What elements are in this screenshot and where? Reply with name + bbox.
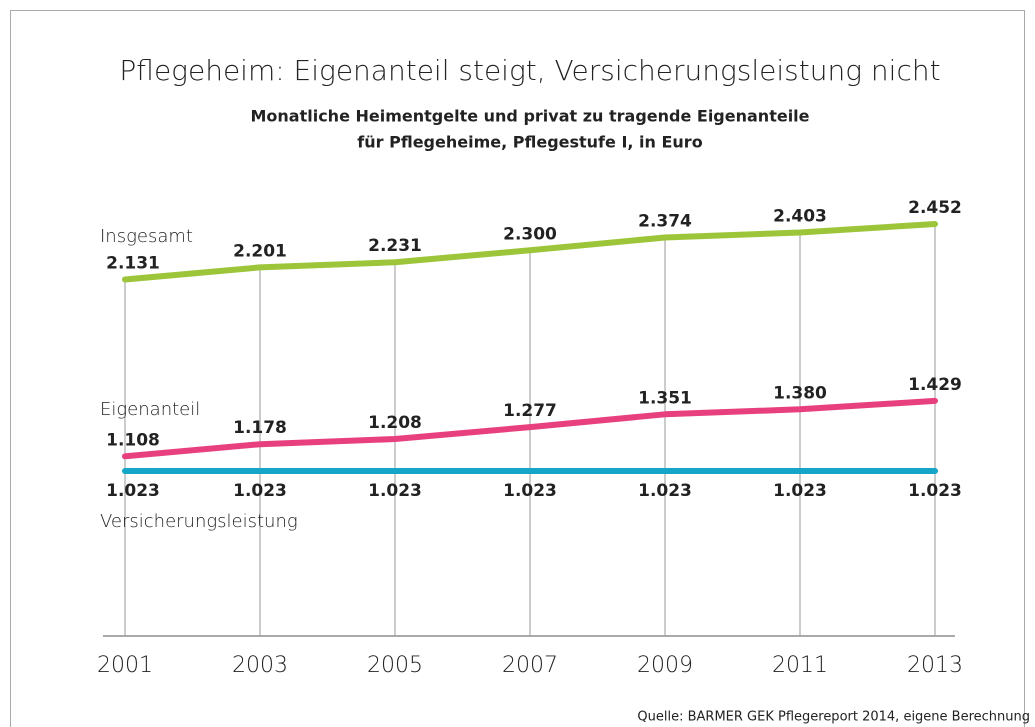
- value-label: 1.023: [503, 481, 557, 501]
- series-line: [122, 397, 938, 460]
- series-label: Versicherungsleistung: [100, 511, 298, 532]
- x-tick-label: 2005: [367, 653, 423, 678]
- value-label: 1.023: [908, 481, 962, 501]
- x-tick-label: 2011: [772, 653, 828, 678]
- value-label: 1.429: [908, 375, 962, 395]
- value-label: 1.023: [773, 481, 827, 501]
- x-tick-label: 2009: [637, 653, 693, 678]
- source: Quelle: BARMER GEK Pflegereport 2014, ei…: [637, 710, 1030, 725]
- value-label: 1.023: [233, 481, 287, 501]
- x-tick-label: 2007: [502, 653, 558, 678]
- x-tick-label: 2001: [97, 653, 153, 678]
- x-tick-label: 2013: [907, 653, 963, 678]
- value-label: 2.231: [368, 236, 422, 256]
- subtitle: für Pflegeheime, Pflegestufe I, in Euro: [357, 133, 702, 152]
- value-label: 2.201: [233, 241, 287, 261]
- frame: [10, 10, 1025, 727]
- value-label: 2.300: [503, 224, 557, 244]
- value-label: 1.380: [773, 383, 827, 403]
- value-label: 2.403: [773, 206, 827, 226]
- value-label: 1.023: [638, 481, 692, 501]
- value-label: 1.351: [638, 388, 692, 408]
- series-label: Insgesamt: [100, 226, 193, 247]
- value-label: 2.452: [908, 198, 962, 218]
- value-label: 1.208: [368, 413, 422, 433]
- series-line: [122, 221, 938, 283]
- value-label: 2.131: [106, 253, 160, 273]
- value-label: 1.023: [368, 481, 422, 501]
- value-label: 1.023: [106, 481, 160, 501]
- chart-title: Pflegeheim: Eigenanteil steigt, Versiche…: [119, 54, 940, 87]
- value-label: 1.178: [233, 418, 287, 438]
- series-label: Eigenanteil: [100, 399, 200, 420]
- value-label: 1.277: [503, 401, 557, 421]
- x-tick-label: 2003: [232, 653, 288, 678]
- value-label: 1.108: [106, 430, 160, 450]
- subtitle: Monatliche Heimentgelte und privat zu tr…: [250, 107, 809, 126]
- value-label: 2.374: [638, 211, 692, 231]
